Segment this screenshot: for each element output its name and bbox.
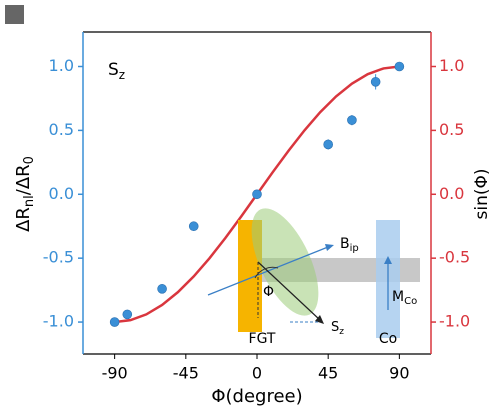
spin-arrow	[257, 261, 321, 321]
angle-arc	[254, 266, 279, 279]
data-point	[157, 284, 167, 294]
data-point	[188, 221, 199, 232]
b-label: Bip	[340, 236, 359, 254]
data-point	[323, 139, 333, 150]
y-tick-label: 0.5	[49, 120, 74, 139]
m-label: MCo	[392, 289, 417, 307]
y-tick-label: 0.0	[49, 184, 74, 203]
panel-marker	[5, 5, 24, 24]
s-label: Sz	[331, 320, 344, 337]
data-point	[109, 317, 120, 327]
x-tick-label: 90	[389, 364, 409, 383]
m-arrow-head	[384, 256, 392, 264]
y-tick-label: -0.5	[43, 248, 74, 267]
y2-tick-label: 0.5	[439, 120, 464, 139]
x-tick-label: -45	[173, 364, 199, 383]
fgt-label: FGT	[249, 331, 276, 347]
inset-diagram: Bip Φ FGT Sz MCo Co	[207, 208, 420, 347]
y-tick-label: -1.0	[43, 312, 74, 331]
y2-tick-label: 0.0	[439, 184, 464, 203]
y2-tick-label: -1.0	[439, 312, 470, 331]
y-axis-label: ΔRnl/ΔR0	[13, 156, 37, 232]
data-point	[252, 189, 262, 200]
x-tick-label: 45	[318, 364, 338, 383]
x-axis-label: Φ(degree)	[211, 386, 302, 407]
y2-axis-label: sin(Φ)	[472, 169, 492, 220]
y-tick-label: 1.0	[49, 56, 74, 75]
data-point	[122, 309, 133, 320]
data-point	[370, 77, 381, 87]
co-label: Co	[379, 331, 397, 347]
y2-tick-label: -0.5	[439, 248, 470, 267]
x-tick-label: -90	[102, 364, 128, 383]
angle-label: Φ	[263, 284, 274, 300]
data-point	[347, 115, 357, 125]
data-point	[394, 61, 405, 72]
y2-tick-label: 1.0	[439, 56, 464, 75]
b-arrow-head	[325, 244, 334, 251]
spin-cone	[251, 208, 319, 316]
annotation: Sz	[108, 60, 125, 82]
x-tick-label: 0	[252, 364, 262, 383]
